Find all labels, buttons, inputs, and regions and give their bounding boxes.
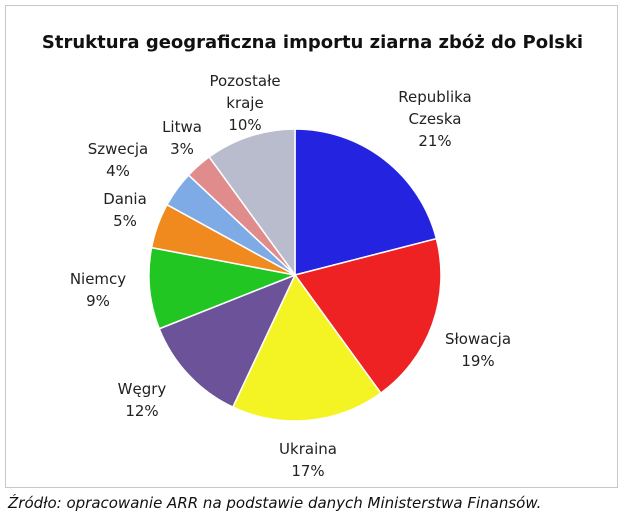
category-label: Ukraina <box>279 440 337 458</box>
slice-label: Niemcy 9% <box>48 268 148 312</box>
value-label: 10% <box>228 116 262 134</box>
slice-label: Pozostałe kraje 10% <box>200 70 290 136</box>
slice-label: Dania 5% <box>75 188 175 232</box>
pie-slice <box>158 273 297 409</box>
category-label: Pozostałe kraje <box>209 72 281 112</box>
pie-slice <box>293 237 442 395</box>
pie-area <box>148 128 442 422</box>
pie-slice <box>208 128 296 278</box>
value-label: 12% <box>125 402 159 420</box>
pie-slice <box>148 246 298 330</box>
category-label: Republika Czeska <box>398 88 472 128</box>
value-label: 17% <box>291 462 325 480</box>
slice-label: Litwa 3% <box>132 116 232 160</box>
category-label: Słowacja <box>444 330 512 348</box>
chart-frame <box>5 5 618 488</box>
value-label: 4% <box>106 162 130 180</box>
value-label: 5% <box>113 212 137 230</box>
value-label: 9% <box>86 292 110 310</box>
slice-label: Ukraina 17% <box>258 438 358 482</box>
category-label: Węgry <box>117 380 167 398</box>
slice-label: Republika Czeska 21% <box>390 86 480 152</box>
category-label: Dania <box>103 190 147 208</box>
chart-title: Struktura geograficzna importu ziarna zb… <box>41 32 584 53</box>
slice-label: Szwecja 4% <box>68 138 168 182</box>
value-label: 21% <box>418 132 452 150</box>
category-label: Litwa <box>162 118 202 136</box>
pie-slice <box>294 128 438 276</box>
category-label: Niemcy <box>69 270 127 288</box>
slice-label: Węgry 12% <box>92 378 192 422</box>
source-note: Źródło: opracowanie ARR na podstawie dan… <box>8 494 542 512</box>
value-label: 19% <box>461 352 495 370</box>
category-label: Szwecja <box>87 140 149 158</box>
pie-slice <box>231 273 382 422</box>
value-label: 3% <box>170 140 194 158</box>
slice-label: Słowacja 19% <box>428 328 528 372</box>
